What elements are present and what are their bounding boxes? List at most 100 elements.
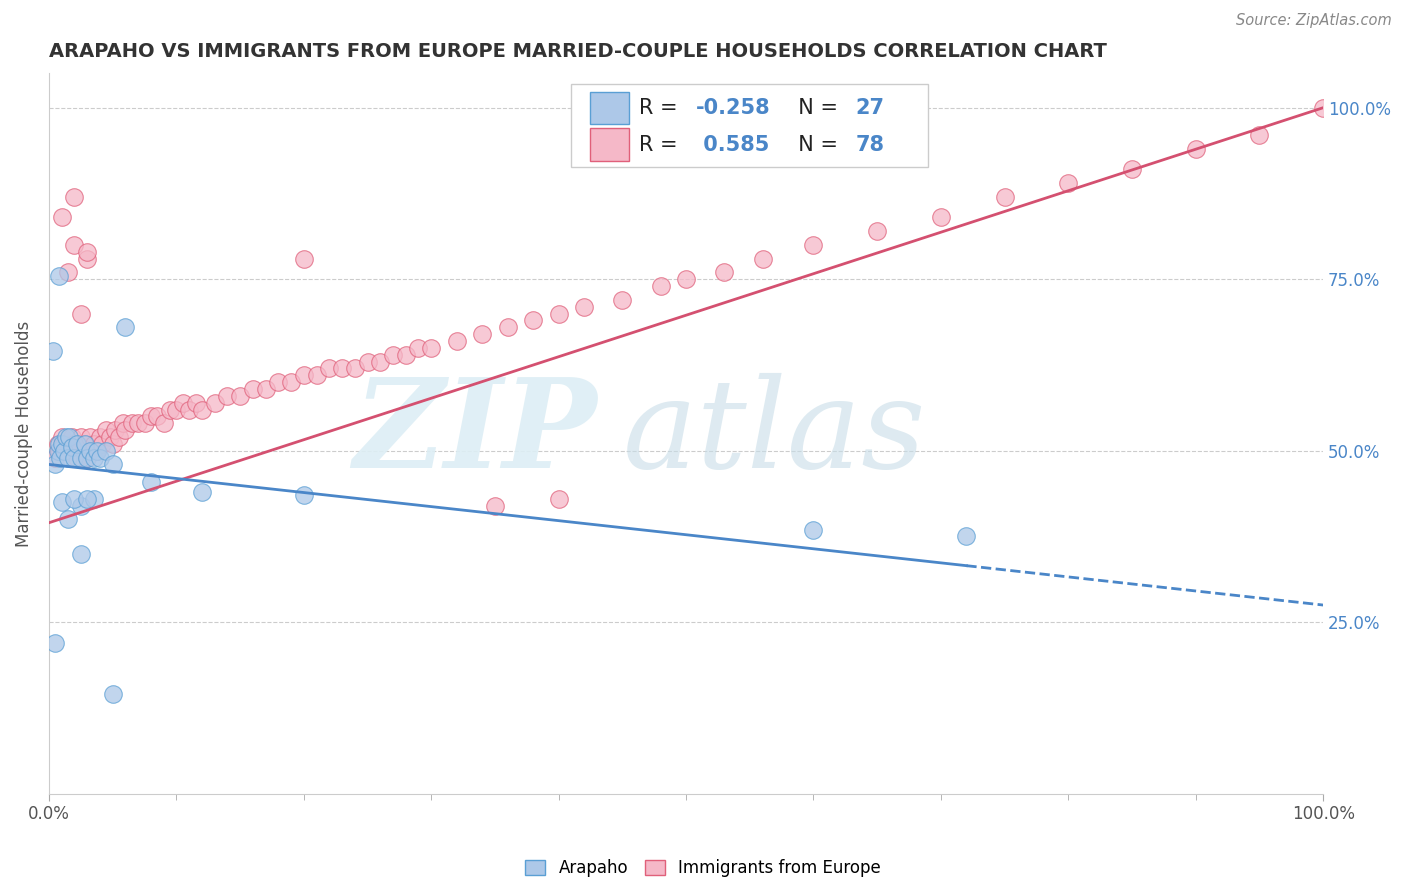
Point (204, 395, 226, 409)
Point (330, 361, 353, 376)
Point (69, 547, 91, 561)
Point (63, 238, 86, 252)
Point (179, 402, 201, 417)
Point (866, 224, 889, 238)
Point (96, 443, 118, 458)
Point (1184, 142, 1206, 156)
Point (1057, 176, 1080, 190)
Point (73, 437, 96, 451)
Point (98, 430, 121, 444)
Point (751, 252, 773, 266)
Point (650, 279, 672, 293)
Point (292, 488, 315, 502)
Point (76, 491, 98, 506)
Point (139, 475, 162, 489)
Text: N =: N = (786, 98, 845, 119)
Text: Source: ZipAtlas.com: Source: ZipAtlas.com (1236, 13, 1392, 29)
Point (254, 382, 277, 396)
Point (101, 458, 124, 472)
Point (69, 306, 91, 320)
Point (91, 437, 114, 451)
Point (63, 450, 86, 465)
Point (496, 320, 519, 334)
Point (89, 450, 111, 465)
Point (675, 272, 697, 286)
FancyBboxPatch shape (591, 128, 628, 161)
Point (86, 443, 108, 458)
FancyBboxPatch shape (571, 84, 928, 167)
Point (49, 450, 72, 465)
Text: 0.585: 0.585 (696, 135, 769, 154)
Point (159, 402, 181, 417)
Point (395, 348, 418, 362)
Point (446, 334, 468, 348)
Point (76, 450, 98, 465)
Point (1312, 101, 1334, 115)
Point (66, 450, 89, 465)
Point (146, 409, 169, 424)
Point (101, 687, 124, 701)
Point (76, 450, 98, 465)
Point (42, 344, 65, 359)
Point (44, 458, 66, 472)
Point (267, 375, 290, 389)
Point (803, 523, 825, 537)
Point (292, 368, 315, 383)
Point (217, 389, 239, 403)
Point (547, 306, 569, 320)
Text: atlas: atlas (623, 373, 925, 494)
Point (46, 443, 69, 458)
Point (51, 211, 73, 225)
Point (69, 499, 91, 513)
Point (1249, 128, 1271, 143)
Point (104, 423, 127, 437)
Point (69, 450, 91, 465)
Point (292, 252, 315, 266)
Point (165, 402, 187, 417)
Point (191, 402, 214, 417)
Point (66, 437, 89, 451)
Point (121, 417, 143, 431)
Point (56, 265, 79, 279)
Point (101, 437, 124, 451)
Point (63, 190, 86, 204)
Point (48, 443, 70, 458)
Text: N =: N = (786, 135, 845, 154)
Legend: Arapaho, Immigrants from Europe: Arapaho, Immigrants from Europe (519, 853, 887, 884)
Point (83, 437, 105, 451)
Point (55, 430, 77, 444)
Point (76, 252, 98, 266)
Point (408, 341, 430, 355)
Point (63, 491, 86, 506)
Point (89, 430, 111, 444)
Point (56, 443, 79, 458)
Point (484, 499, 506, 513)
Point (471, 327, 494, 342)
Point (929, 211, 952, 225)
Point (58, 430, 80, 444)
Point (69, 430, 91, 444)
Point (127, 417, 149, 431)
Text: R =: R = (638, 98, 685, 119)
Text: -0.258: -0.258 (696, 98, 770, 119)
Point (547, 491, 569, 506)
Text: ZIP: ZIP (353, 373, 598, 494)
Point (612, 293, 634, 307)
Point (114, 423, 136, 437)
Point (191, 484, 214, 499)
Point (63, 437, 86, 451)
Text: 78: 78 (855, 135, 884, 154)
Point (53, 437, 76, 451)
Point (83, 450, 105, 465)
Point (803, 238, 825, 252)
Point (83, 491, 105, 506)
Point (134, 417, 156, 431)
Point (108, 430, 131, 444)
FancyBboxPatch shape (591, 92, 628, 125)
Y-axis label: Married-couple Households: Married-couple Households (15, 320, 32, 547)
Point (280, 375, 302, 389)
Point (76, 244, 98, 259)
Point (184, 395, 207, 409)
Point (343, 361, 366, 376)
Point (356, 354, 378, 368)
